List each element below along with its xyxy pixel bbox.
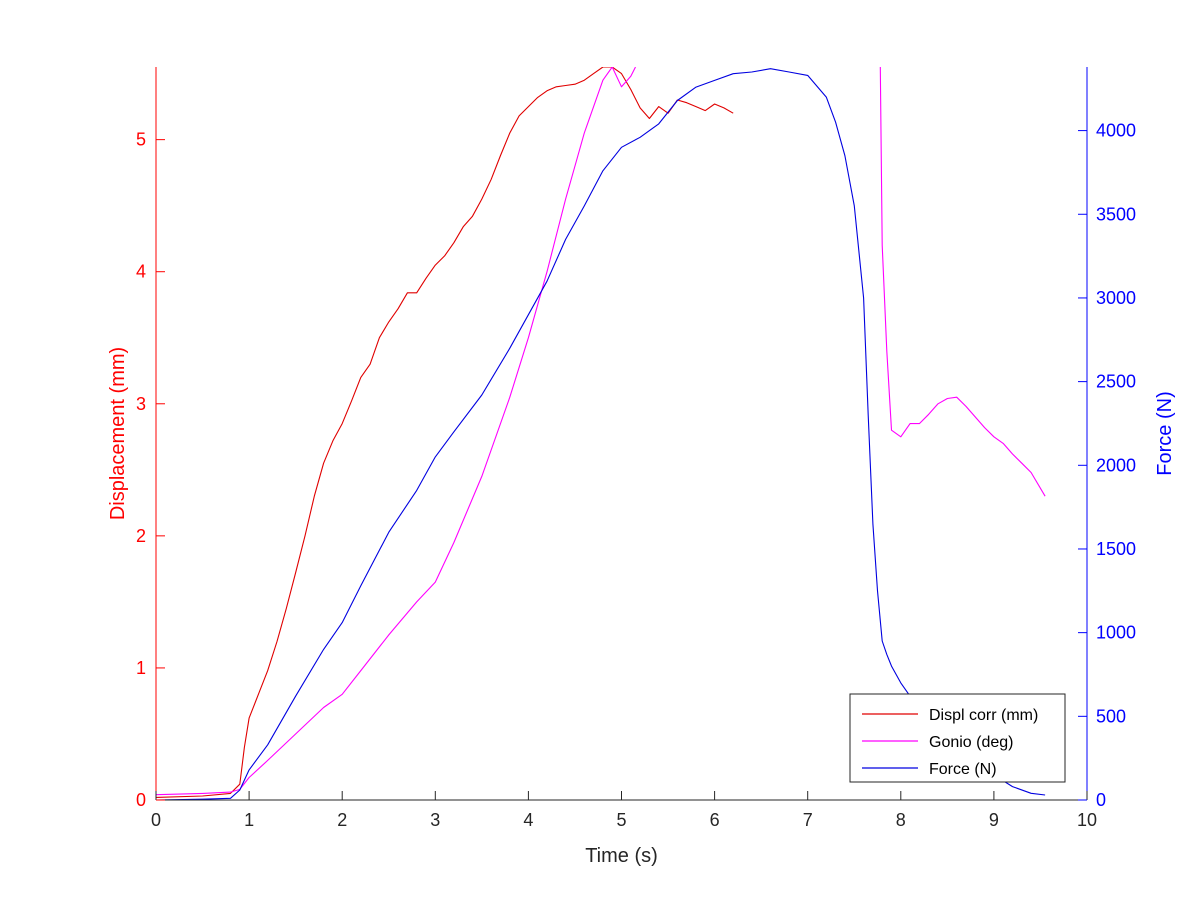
- y-left-tick-label: 1: [136, 658, 146, 678]
- y-right-tick-label: 1000: [1096, 623, 1136, 643]
- x-tick-label: 4: [523, 810, 533, 830]
- axes-layer: 0 1 2 3 4 5 6 7 8 9 100123450500100015002000250030…: [107, 67, 1176, 867]
- y-left-tick-label: 3: [136, 394, 146, 414]
- y-right-tick-label: 4000: [1096, 121, 1136, 141]
- y-right-tick-label: 0: [1096, 790, 1106, 810]
- y-right-tick-label: 3500: [1096, 204, 1136, 224]
- y-right-tick-label: 2000: [1096, 455, 1136, 475]
- series-line-2: [156, 68, 1046, 800]
- x-tick-label: 2: [337, 810, 347, 830]
- y-right-axis-title: Force (N): [1154, 391, 1176, 475]
- x-tick-label: 10: [1077, 810, 1097, 830]
- y-left-tick-label: 5: [136, 130, 146, 150]
- x-tick-label: 3: [430, 810, 440, 830]
- x-tick-label: 6: [710, 810, 720, 830]
- y-left-tick-label: 0: [136, 790, 146, 810]
- y-left-axis-title: Displacement (mm): [107, 347, 129, 520]
- series-line-1: [156, 67, 1046, 796]
- legend-label-1: Gonio (deg): [929, 734, 1014, 751]
- legend: Displ corr (mm) Gonio (deg) Force (N): [849, 693, 1066, 783]
- x-tick-label: 7: [803, 810, 813, 830]
- series-line-0: [156, 67, 734, 798]
- x-tick-label: 8: [896, 810, 906, 830]
- legend-box: [849, 693, 1066, 783]
- x-axis-title: Time (s): [585, 845, 658, 867]
- legend-label-0: Displ corr (mm): [929, 707, 1038, 724]
- y-right-tick-label: 500: [1096, 706, 1126, 726]
- y-left-tick-label: 4: [136, 262, 146, 282]
- x-tick-label: 0: [151, 810, 161, 830]
- x-tick-label: 9: [989, 810, 999, 830]
- series-layer: [156, 67, 1046, 800]
- x-tick-label: 1: [244, 810, 254, 830]
- y-right-tick-label: 2500: [1096, 372, 1136, 392]
- y-right-tick-label: 1500: [1096, 539, 1136, 559]
- legend-label-2: Force (N): [929, 761, 997, 778]
- x-tick-label: 5: [616, 810, 626, 830]
- y-right-tick-label: 3000: [1096, 288, 1136, 308]
- y-left-tick-label: 2: [136, 526, 146, 546]
